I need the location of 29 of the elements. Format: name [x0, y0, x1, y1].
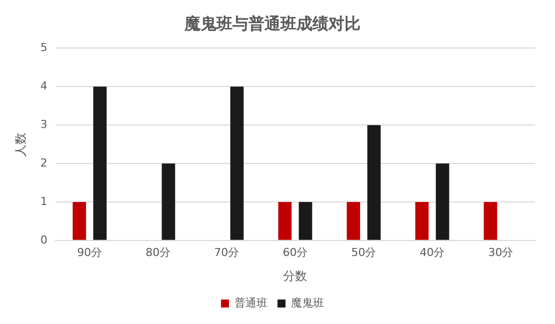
y-tick-label: 4 [40, 80, 48, 92]
bar [298, 202, 312, 240]
bar [162, 164, 176, 240]
y-tick-label: 5 [40, 41, 48, 54]
bar [367, 125, 381, 240]
y-tick-label: 3 [40, 118, 48, 131]
x-tick-label: 90分 [77, 246, 102, 259]
y-tick-label: 0 [40, 233, 48, 246]
x-tick-label: 70分 [214, 246, 240, 259]
bar [484, 202, 498, 240]
legend-label: 普通班 [234, 296, 268, 310]
x-tick-label: 40分 [420, 246, 445, 259]
bar [436, 164, 450, 240]
x-tick-label: 50分 [351, 246, 376, 259]
bar [230, 86, 244, 240]
x-tick-label: 60分 [282, 246, 308, 259]
x-axis-title: 分数 [283, 268, 308, 283]
bar [278, 202, 292, 240]
y-tick-label: 1 [40, 194, 48, 208]
bar [93, 86, 107, 240]
chart-title: 魔鬼班与普通班成绩对比 [184, 14, 360, 33]
bar [415, 202, 429, 240]
legend-label: 魔鬼班 [291, 296, 324, 310]
y-axis-title: 人数 [13, 132, 28, 156]
y-tick-label: 2 [40, 156, 48, 170]
x-tick-label: 30分 [488, 246, 514, 259]
bar [346, 202, 360, 240]
x-tick-label: 80分 [146, 246, 171, 259]
bar [72, 202, 86, 240]
